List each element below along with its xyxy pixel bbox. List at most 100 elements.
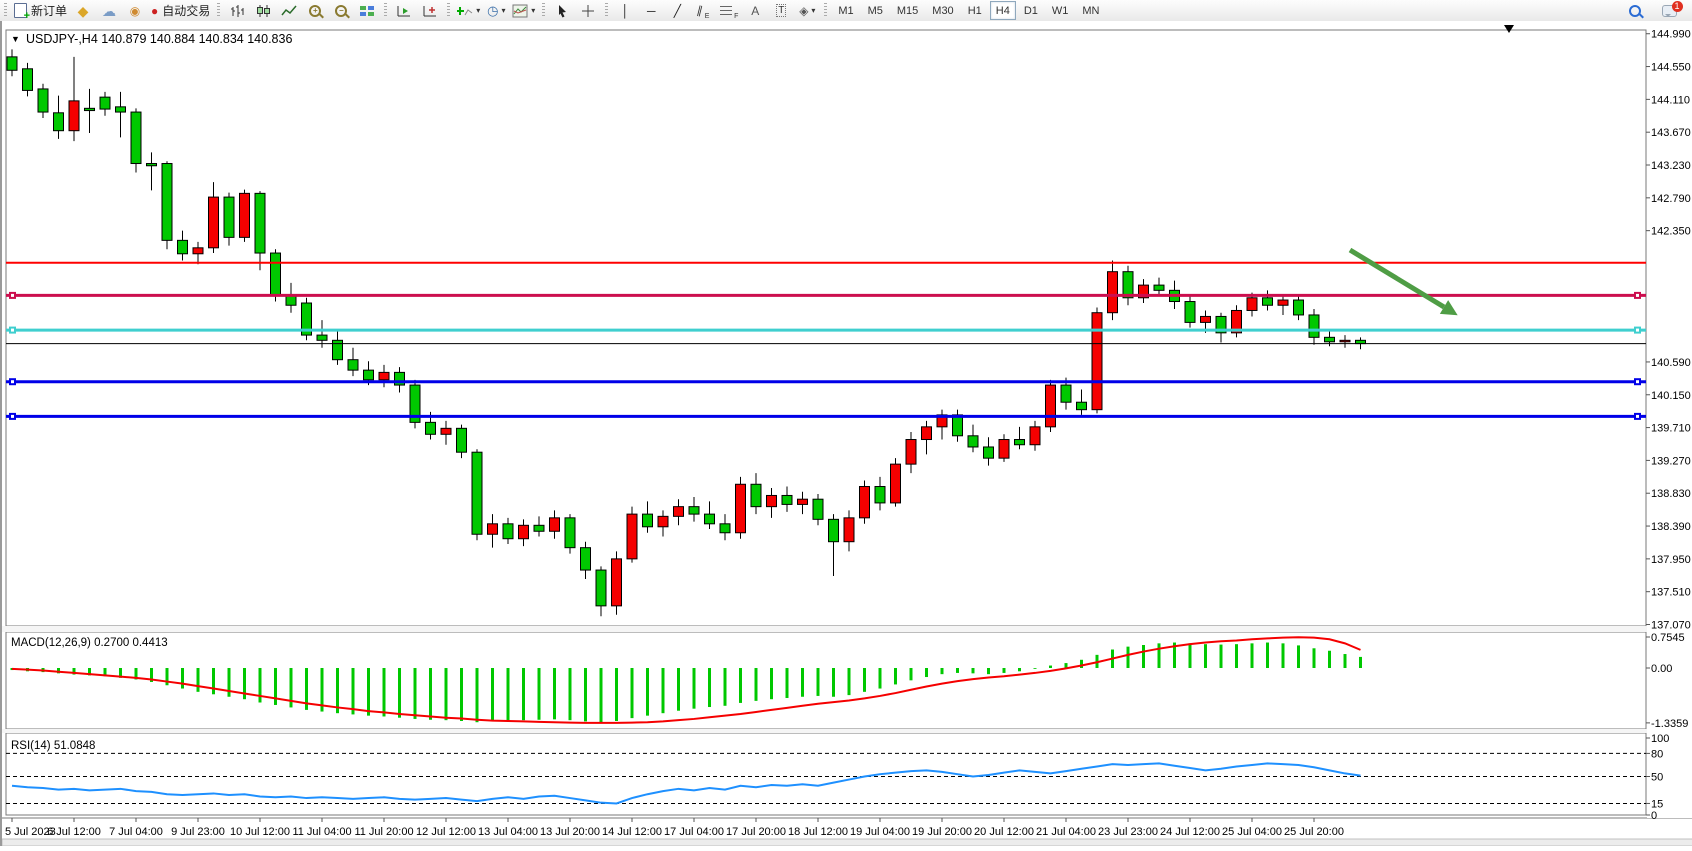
- chart-canvas[interactable]: 141.919141.482141.017140.325139.860140.8…: [1, 21, 1692, 847]
- time-tick-label: 5 Jul 2023: [5, 826, 56, 838]
- text-icon: A: [751, 3, 760, 18]
- fibonacci-button[interactable]: F: [716, 0, 742, 21]
- auto-scroll-button[interactable]: [391, 0, 417, 21]
- toolbar-grip[interactable]: [605, 3, 609, 18]
- chat-bubble-icon: 1: [1661, 0, 1683, 17]
- candle-body: [425, 421, 436, 435]
- price-axis[interactable]: 144.990 144.550 144.110 143.670 143.230 142.7…: [1646, 21, 1692, 822]
- equidistant-channel-button[interactable]: ∥ E: [695, 4, 710, 20]
- chevron-down-icon: ▾: [531, 6, 536, 15]
- line-handle-dot: [11, 414, 14, 418]
- new-order-icon: [14, 3, 30, 22]
- candle-body: [1262, 297, 1273, 306]
- price-tick-label: 142.790: [1651, 193, 1691, 205]
- line-handle-dot: [11, 328, 14, 332]
- candle-body: [735, 483, 746, 534]
- candle-body: [843, 517, 855, 543]
- zoom-out-button[interactable]: −: [328, 0, 354, 21]
- candlestick-chart-button[interactable]: [250, 0, 276, 21]
- time-tick-label: 12 Jul 12:00: [416, 826, 476, 838]
- periods-button[interactable]: ◷ ▾: [483, 0, 509, 21]
- autotrading-button[interactable]: ● 自动交易: [148, 0, 213, 21]
- signals-button[interactable]: ◉: [122, 0, 148, 21]
- candle-body: [1231, 309, 1242, 334]
- price-tick-label: 143.670: [1651, 127, 1691, 139]
- tab-timeframe-H1[interactable]: H1: [967, 4, 982, 17]
- text-label-button[interactable]: T: [768, 0, 794, 21]
- line-handle-dot: [11, 293, 14, 297]
- indicators-button[interactable]: ▾: [454, 0, 483, 21]
- candle-body: [952, 414, 963, 437]
- zoom-in-icon: +: [309, 4, 322, 17]
- candle-body: [115, 106, 126, 113]
- horizontal-line-button[interactable]: ─: [638, 0, 664, 21]
- crosshair-button[interactable]: [575, 0, 601, 21]
- chart-shift-button[interactable]: [417, 0, 443, 21]
- candle-body: [487, 523, 498, 535]
- candle-body: [549, 517, 560, 532]
- time-tick-label: 9 Jul 23:00: [171, 826, 225, 838]
- tile-windows-button[interactable]: [354, 0, 380, 21]
- trendline-button[interactable]: ╱: [664, 0, 690, 21]
- main-toolbar: 新订单 ◆ ☁ ◉ ● 自动交易 + − ▾ ◷ ▾ ▾: [0, 0, 1692, 22]
- candlestick-icon: [257, 4, 271, 17]
- market-watch-button[interactable]: ◆: [70, 0, 96, 21]
- candle-body: [347, 359, 359, 371]
- candle-body: [177, 239, 188, 255]
- tab-timeframe-D1[interactable]: D1: [1023, 4, 1038, 17]
- price-tick-label: 144.110: [1651, 94, 1690, 106]
- tab-timeframe-M1[interactable]: M1: [838, 4, 854, 17]
- price-tick-label: 143.230: [1651, 160, 1691, 172]
- price-tick-label: 144.550: [1651, 62, 1691, 74]
- candle-body: [1153, 284, 1165, 291]
- toolbar-grip[interactable]: [824, 3, 828, 18]
- zoom-in-button[interactable]: +: [302, 0, 328, 21]
- toolbar-grip[interactable]: [447, 3, 451, 18]
- search-icon: [1629, 4, 1641, 17]
- bar-chart-icon: [231, 4, 244, 17]
- toolbar-grip[interactable]: [542, 3, 546, 18]
- tab-timeframe-W1[interactable]: W1: [1051, 4, 1069, 17]
- bar-chart-button[interactable]: [224, 0, 250, 21]
- community-button[interactable]: ☁: [96, 0, 122, 21]
- time-tick-label: 10 Jul 12:00: [230, 826, 290, 838]
- text-button[interactable]: A: [742, 0, 768, 21]
- toolbar-grip[interactable]: [217, 3, 221, 18]
- vertical-line-button[interactable]: │: [612, 0, 638, 21]
- arrow-annotation[interactable]: [1348, 247, 1458, 316]
- panel-splitter[interactable]: [2, 729, 1692, 733]
- toolbar-grip[interactable]: [4, 3, 7, 18]
- tab-timeframe-H4[interactable]: H4: [989, 1, 1016, 20]
- tab-timeframe-M30[interactable]: M30: [932, 4, 954, 17]
- time-tick-label: 17 Jul 04:00: [664, 826, 724, 838]
- candle-body: [812, 498, 824, 520]
- chevron-down-icon: ▾: [811, 6, 816, 15]
- candle-body: [1122, 271, 1134, 299]
- symbol-dropdown-icon[interactable]: ▼: [11, 34, 20, 44]
- shapes-icon: ◈: [799, 3, 809, 18]
- notifications-button[interactable]: 1: [1656, 0, 1683, 21]
- candle-body: [533, 524, 545, 532]
- tab-timeframe-M15[interactable]: M15: [896, 4, 919, 17]
- arrows-button[interactable]: ◈ ▾: [794, 0, 820, 21]
- cursor-button[interactable]: [549, 0, 575, 21]
- templates-button[interactable]: ▾: [509, 0, 538, 21]
- new-order-button[interactable]: 新订单: [11, 0, 70, 22]
- candle-body: [254, 192, 266, 254]
- tab-timeframe-M5[interactable]: M5: [867, 4, 883, 17]
- panel-splitter[interactable]: [2, 626, 1692, 632]
- arrow-head: [1439, 300, 1458, 316]
- candlestick-series: [6, 49, 1366, 617]
- chart-shift-marker[interactable]: [1504, 25, 1514, 33]
- toolbar-grip[interactable]: [384, 3, 388, 18]
- price-tick-label: 142.350: [1651, 226, 1691, 238]
- candle-body: [161, 163, 173, 241]
- tab-timeframe-MN[interactable]: MN: [1082, 4, 1100, 17]
- line-chart-button[interactable]: [276, 0, 302, 21]
- candle-body: [378, 371, 390, 381]
- search-button[interactable]: [1622, 0, 1648, 21]
- candle-body: [239, 192, 250, 238]
- candle-body: [270, 252, 281, 297]
- price-tick-label: 138.390: [1651, 521, 1691, 533]
